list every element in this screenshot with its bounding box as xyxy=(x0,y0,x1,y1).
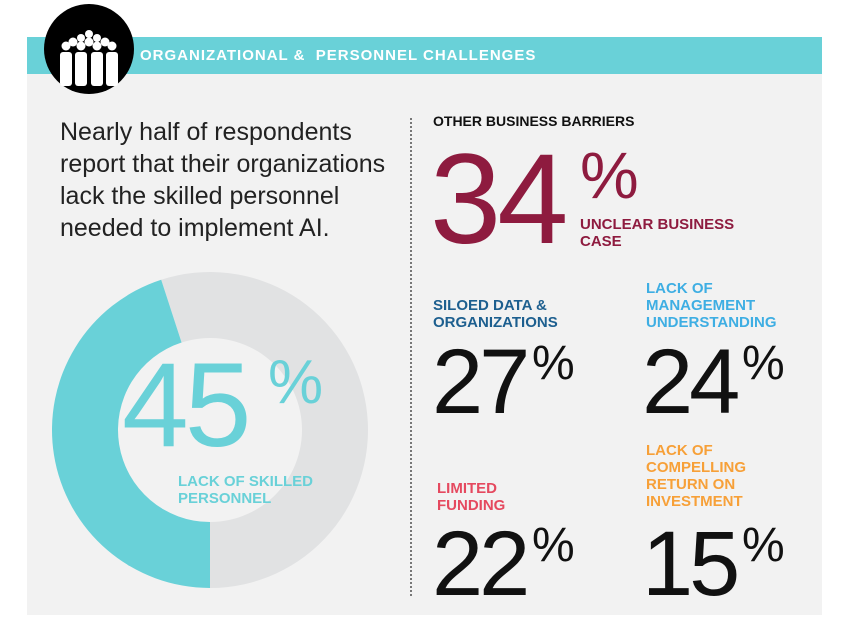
barrier-unit: % xyxy=(580,138,639,212)
people-group-icon xyxy=(44,4,134,94)
donut-segment-other xyxy=(161,271,369,588)
barrier-unit: % xyxy=(742,519,785,572)
donut-unit: % xyxy=(268,348,324,417)
barrier-value-limited-funding: 22 xyxy=(432,513,530,615)
donut-label: LACK OF SKILLED PERSONNEL xyxy=(178,473,313,507)
barrier-value-management-understanding: 24 xyxy=(642,331,740,433)
divider xyxy=(410,118,412,596)
barrier-label-unclear-business-case: UNCLEAR BUSINESS CASE xyxy=(580,216,735,250)
barrier-value-siloed-data: 27 xyxy=(432,331,530,433)
barrier-value-return-on-investment: 15 xyxy=(642,513,740,615)
donut-value: 45 xyxy=(122,338,251,472)
barrier-unit: % xyxy=(532,519,575,572)
barrier-label-management-understanding: LACK OF MANAGEMENT UNDERSTANDING xyxy=(646,280,777,331)
barrier-unit: % xyxy=(532,337,575,390)
donut-segment-skilled-personnel xyxy=(52,279,211,588)
barrier-label-limited-funding: LIMITED FUNDING xyxy=(437,480,506,514)
intro-text: Nearly half of respondents report that t… xyxy=(60,118,386,242)
barrier-value-unclear-business-case: 34 xyxy=(430,128,568,271)
barrier-label-siloed-data: SILOED DATA & ORGANIZATIONS xyxy=(433,297,558,331)
barrier-unit: % xyxy=(742,337,785,390)
section-header-bar xyxy=(27,37,822,74)
barrier-label-return-on-investment: LACK OF COMPELLING RETURN ON INVESTMENT xyxy=(646,442,746,510)
section-title: ORGANIZATIONAL & PERSONNEL CHALLENGES xyxy=(140,47,537,64)
barriers-heading: OTHER BUSINESS BARRIERS xyxy=(433,113,635,129)
